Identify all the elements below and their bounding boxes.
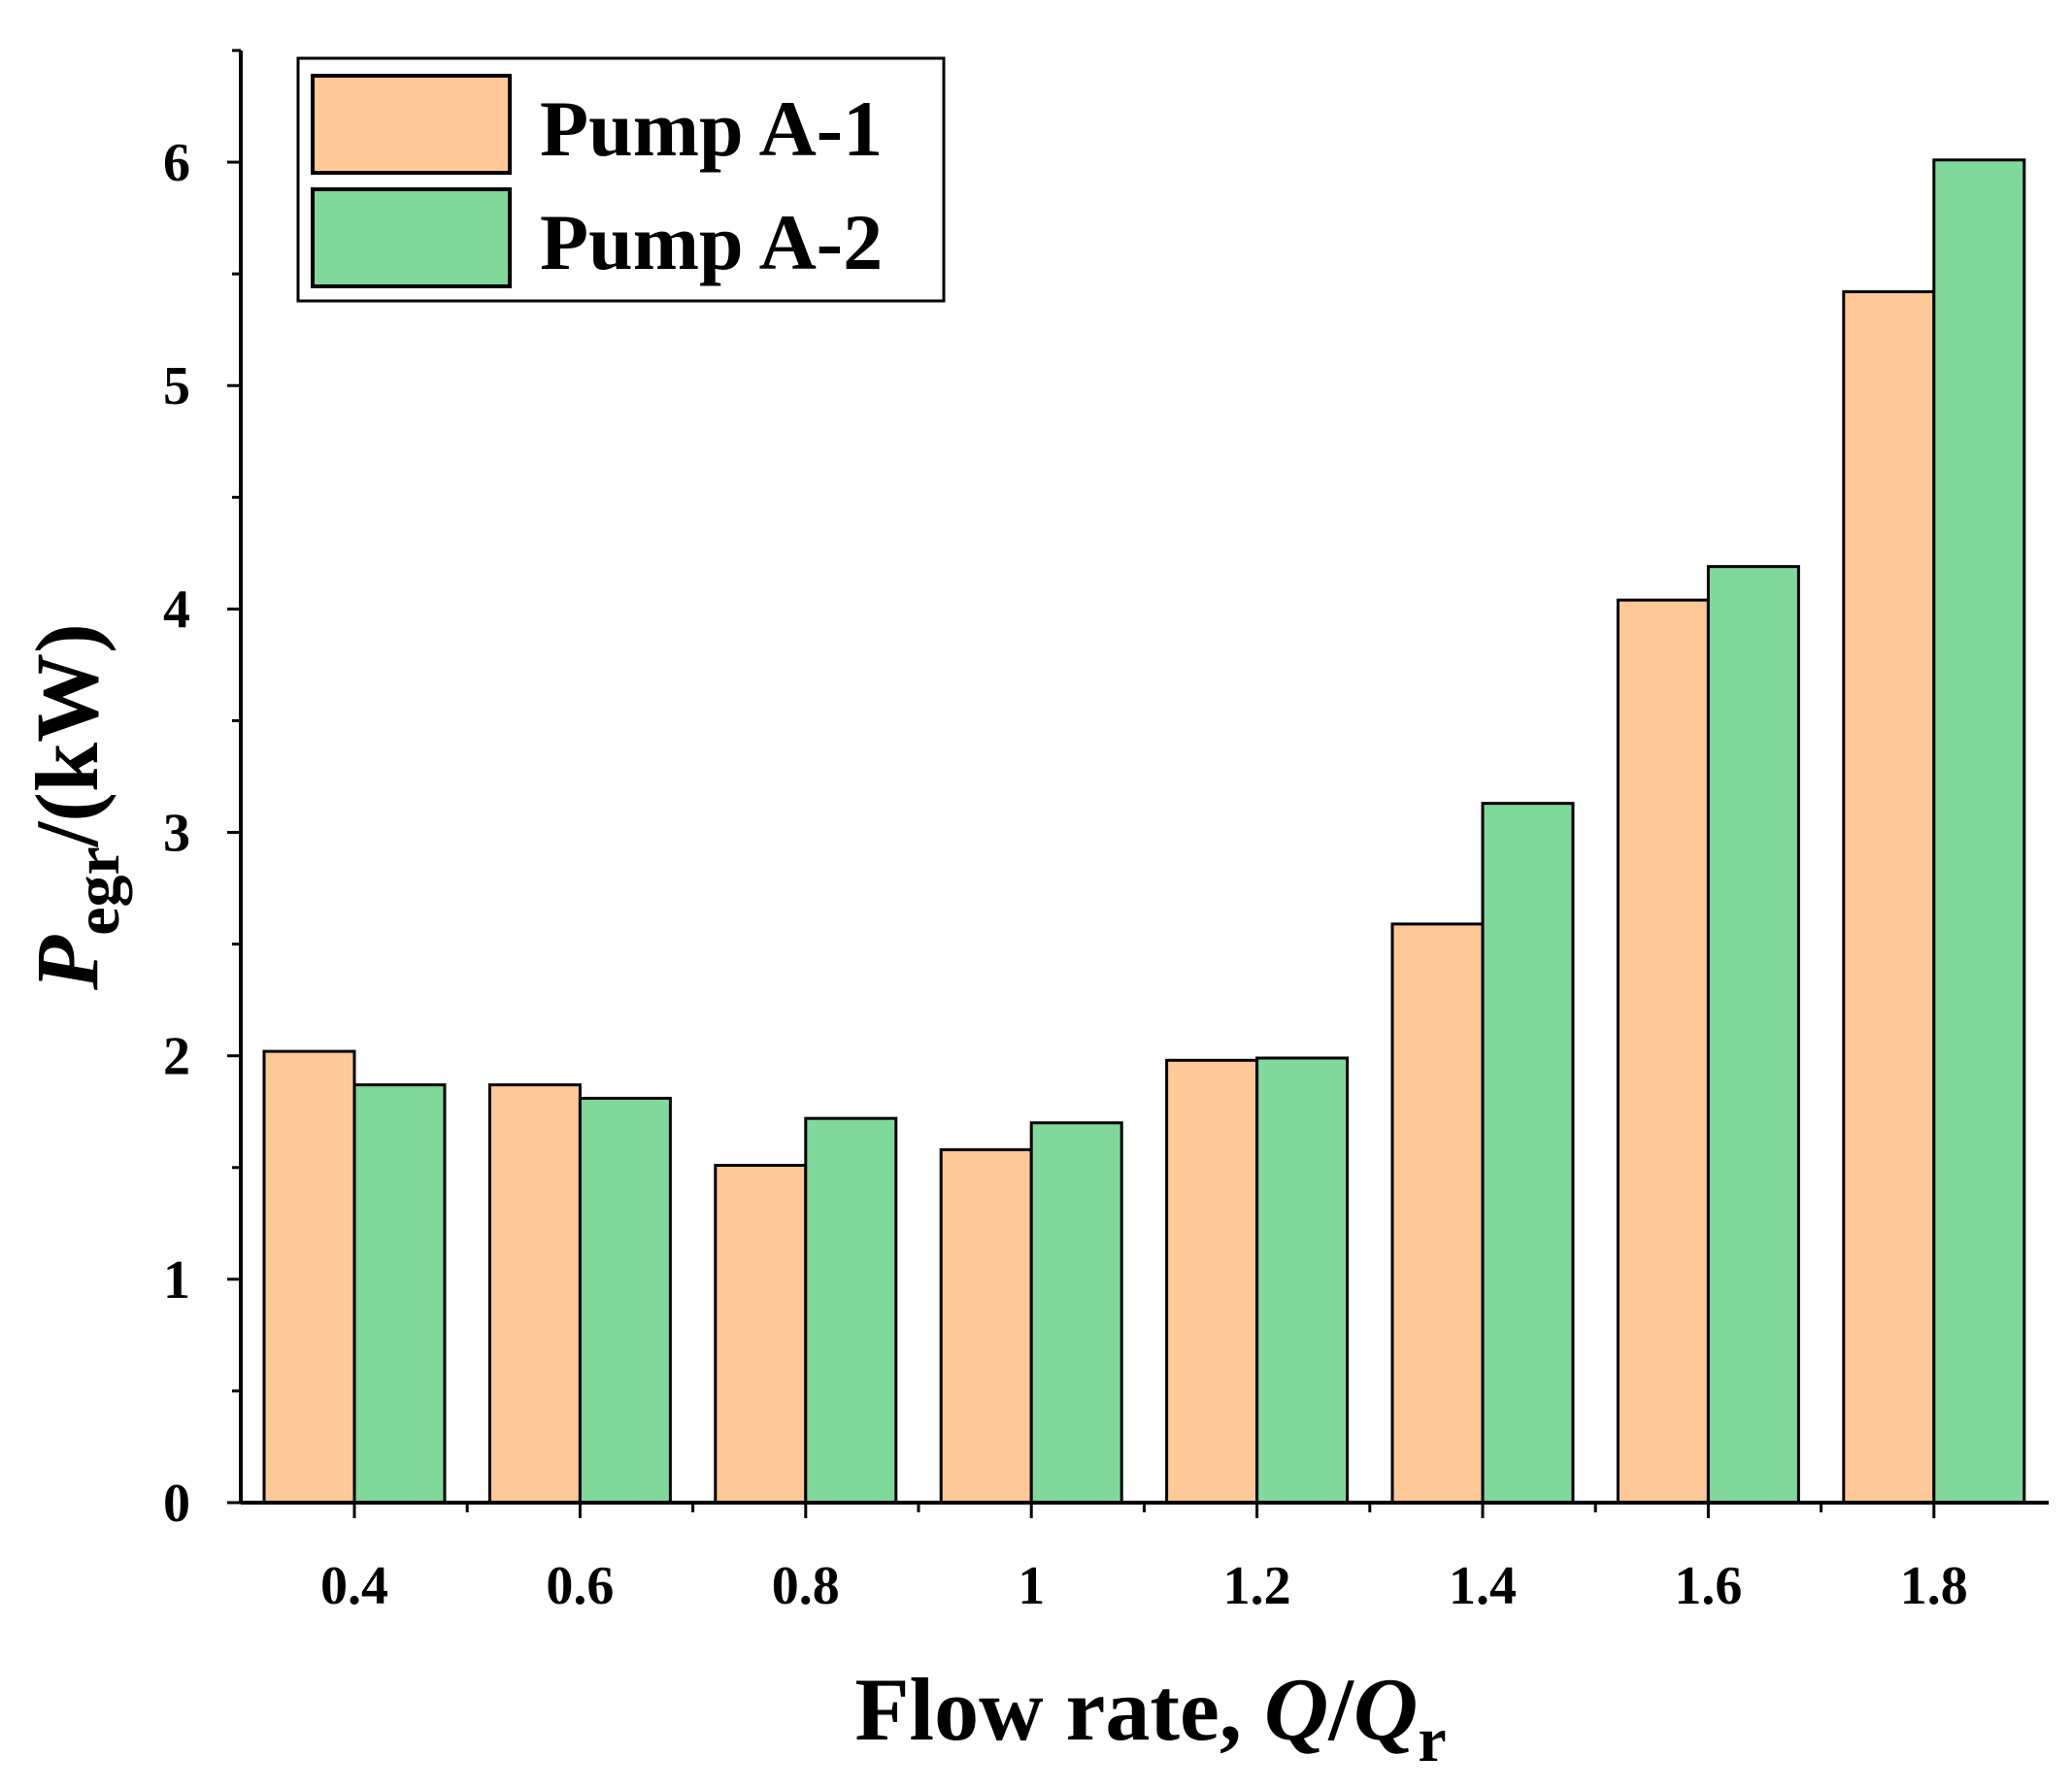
x-tick-label: 1.6 <box>1674 1556 1742 1616</box>
y-tick-label: 1 <box>163 1250 190 1310</box>
bar-pump-a-1-1 <box>939 1147 1033 1505</box>
y-tick-label: 0 <box>163 1474 190 1534</box>
y-axis-title-unit: /(kW) <box>17 623 117 847</box>
x-tick-label: 1.2 <box>1223 1556 1291 1616</box>
y-tick-label: 3 <box>163 804 190 864</box>
legend: Pump A-1 Pump A-2 <box>296 56 946 303</box>
bar-pump-a-2-1.8 <box>1932 158 2026 1505</box>
x-tick-label: 0.4 <box>320 1556 388 1616</box>
plot-area <box>262 158 2026 1505</box>
x-tick-label: 0.6 <box>546 1556 614 1616</box>
bar-pump-a-1-1.4 <box>1390 922 1485 1505</box>
y-tick-label: 6 <box>163 133 190 193</box>
bar-pump-a-2-0.4 <box>352 1083 447 1505</box>
y-axis-title: Pegr/(kW) <box>17 623 133 991</box>
legend-label-pump-a-1: Pump A-1 <box>540 84 883 173</box>
y-tick-label: 5 <box>163 356 190 416</box>
x-tick-label: 1.4 <box>1449 1556 1517 1616</box>
y-tick-label: 4 <box>163 580 190 640</box>
bar-pump-a-2-1 <box>1029 1121 1123 1505</box>
x-axis-title-text: Flow rate, <box>854 1660 1264 1759</box>
x-tick-label: 1.8 <box>1900 1556 1968 1616</box>
legend-swatch-pump-a-2 <box>311 187 512 288</box>
x-tick-label: 0.8 <box>772 1556 840 1616</box>
bar-pump-a-1-1.6 <box>1616 598 1710 1505</box>
x-axis-title-sub: r <box>1418 1705 1446 1775</box>
bar-pump-a-1-0.6 <box>487 1083 582 1505</box>
bar-pump-a-2-1.2 <box>1255 1056 1350 1505</box>
bar-pump-a-1-1.8 <box>1842 290 1936 1505</box>
y-axis-title-sub: egr <box>62 846 133 936</box>
x-axis-title-var: Q <box>1264 1660 1328 1759</box>
legend-label-pump-a-2: Pump A-2 <box>540 198 883 286</box>
legend-swatch-pump-a-1 <box>311 74 512 175</box>
bar-pump-a-2-1.4 <box>1481 802 1575 1505</box>
x-tick-label: 1 <box>1018 1556 1045 1616</box>
y-axis: 0 1 2 3 4 5 6 <box>163 49 243 1534</box>
y-axis-title-var: P <box>17 935 117 991</box>
bar-pump-a-2-0.8 <box>804 1116 898 1505</box>
x-axis-title-var2: Q <box>1353 1660 1418 1759</box>
y-tick-label: 2 <box>163 1027 190 1087</box>
bar-pump-a-1-0.4 <box>262 1049 356 1505</box>
x-axis-title-slash: / <box>1327 1660 1354 1759</box>
bar-pump-a-1-1.2 <box>1165 1058 1259 1505</box>
x-axis-title: Flow rate, Q/Qr <box>854 1660 1446 1775</box>
bar-pump-a-2-1.6 <box>1706 565 1800 1505</box>
x-axis: 0.4 0.6 0.8 1 1.2 1.4 1.6 1.8 <box>241 1501 2049 1616</box>
bar-pump-a-1-0.8 <box>714 1163 808 1505</box>
bar-pump-a-2-0.6 <box>578 1096 672 1505</box>
